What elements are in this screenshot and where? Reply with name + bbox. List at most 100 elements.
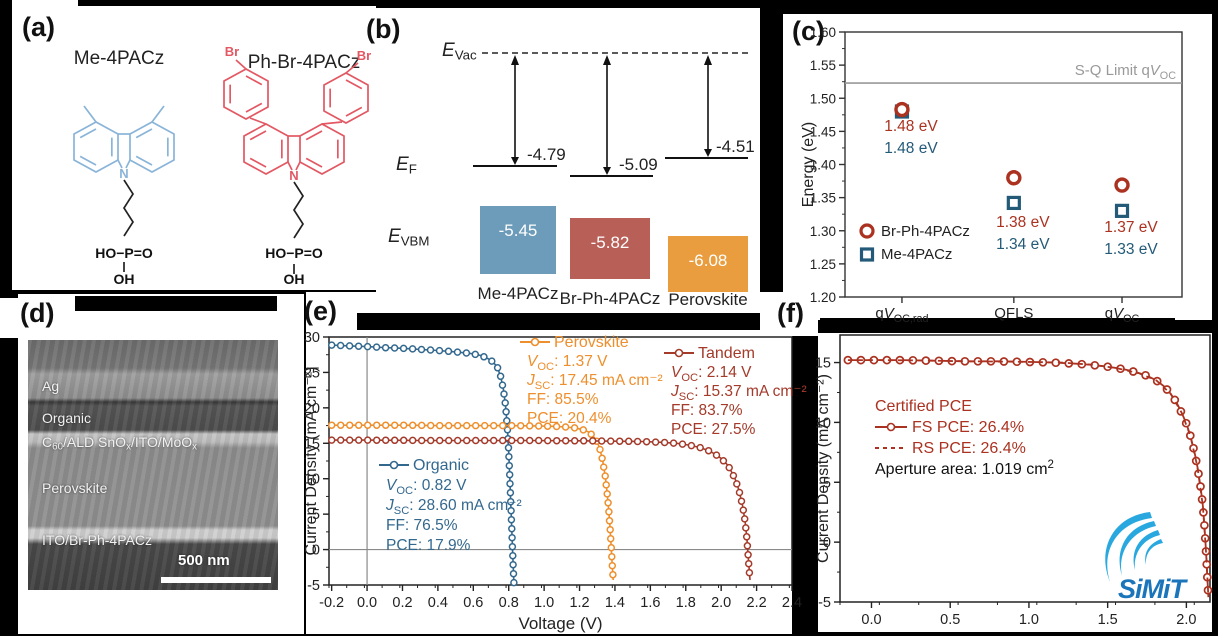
- curve-marker: [399, 344, 408, 353]
- panel-d-left-notch: [0, 298, 18, 338]
- curve-marker: [502, 408, 510, 416]
- y-tick-label: 15: [815, 356, 831, 372]
- aromatic-bond: [345, 106, 363, 117]
- curve-marker: [480, 353, 488, 361]
- mol1-oh: OH: [114, 271, 135, 287]
- x-category-label: qVOC: [1105, 305, 1140, 325]
- arrowhead-down: [511, 157, 519, 165]
- value-annotation: 1.48 eV: [884, 140, 938, 157]
- curve-marker: [444, 421, 453, 430]
- curve-marker: [506, 479, 514, 488]
- divider-bar-f: [820, 318, 1175, 333]
- ef-label: EF: [396, 154, 417, 177]
- ef-value: -4.79: [527, 145, 566, 164]
- arrowhead-up: [603, 55, 611, 65]
- curve-marker: [496, 372, 505, 381]
- mol2-oh: OH: [284, 271, 305, 287]
- curve-marker: [543, 436, 552, 445]
- y-tick-label: 1.25: [810, 257, 836, 272]
- y-tick-label: 5: [823, 475, 831, 491]
- methyl-bond: [151, 105, 165, 123]
- curve-marker: [642, 437, 651, 446]
- curve-marker: [742, 533, 751, 541]
- f-legend: Certified PCE FS PCE: 26.4% RS PCE: 26.4% A…: [875, 398, 1054, 478]
- sem-cross-section-image: Ag Organic C60/ALD SnOx/ITO/MoOx Perovskite…: [28, 340, 278, 590]
- curve-marker: [605, 508, 613, 516]
- mol1-title: Me-4PACz: [73, 48, 165, 69]
- curve-marker: [507, 421, 516, 430]
- jv-chart-single-junction: -0.2 0.0 0.2 0.4 0.6 0.8 1.0 1.2 1.4 1.6 1.8 2.0 2.2…: [303, 330, 807, 633]
- sem-layer-label: Ag: [42, 378, 60, 394]
- curve-marker: [327, 341, 336, 349]
- value-annotation: 1.33 eV: [1104, 241, 1158, 258]
- curve-marker: [606, 525, 614, 534]
- curve-marker: [345, 342, 354, 350]
- curve-marker: [426, 436, 435, 445]
- curve-marker: [345, 421, 354, 429]
- pyrrole-bond: [295, 161, 301, 171]
- y-tick-label: 1.20: [810, 290, 836, 305]
- ef-value: -4.51: [716, 137, 755, 156]
- curve-marker: [345, 436, 354, 444]
- c-y-ticks: 1.20 1.25 1.30 1.35 1.40 1.45 1.50 1.55 1.60: [810, 25, 845, 305]
- y-tick-label: 15: [304, 436, 320, 452]
- sem-scale-bar: [161, 577, 271, 583]
- legend-title: Organic: [413, 457, 469, 474]
- curve-marker: [744, 551, 752, 559]
- curve-marker: [660, 438, 669, 447]
- aromatic-bond: [79, 128, 97, 139]
- y-ticks: -5 0 5 10 15: [815, 356, 840, 611]
- curve-marker: [453, 421, 462, 430]
- curve-marker: [390, 344, 399, 352]
- curve-marker: [417, 345, 426, 354]
- x-tick-label: 1.0: [1019, 612, 1039, 628]
- legend-info-line: FF: 76.5%: [386, 517, 458, 534]
- legend-square-marker: [859, 247, 875, 262]
- panel-label-c: (c): [792, 16, 825, 46]
- legend-info-line: FF: 83.7%: [671, 402, 743, 419]
- curve-marker: [696, 443, 704, 452]
- curve-marker: [740, 515, 749, 523]
- x-tick-label: 2.0: [1176, 612, 1196, 628]
- mol1-phosphonic: HO−P=O: [95, 245, 153, 261]
- curve-marker: [503, 417, 511, 425]
- panel-a: [12, 6, 376, 290]
- curve-marker: [435, 421, 444, 430]
- value-annotation: 1.38 eV: [996, 214, 1050, 231]
- curve-marker: [498, 421, 507, 430]
- legend-circle-marker: [886, 422, 896, 432]
- curve-marker: [444, 347, 453, 356]
- c-series-Br-Ph-4PACz: [894, 101, 1130, 193]
- curve-marker: [606, 534, 615, 543]
- ring-link-bond: [249, 117, 267, 125]
- curve-marker: [363, 421, 372, 429]
- x-ticks: -0.2 0.0 0.2 0.4 0.6 0.8 1.0 1.2 1.4 1.6 1.8 2.0 2.2…: [319, 585, 802, 611]
- curve-marker: [609, 570, 617, 579]
- data-point-circle: [894, 101, 910, 118]
- legend-item-text: FS PCE: 26.4%: [912, 419, 1024, 436]
- curve-marker: [462, 436, 471, 445]
- y-tick-label: 30: [304, 330, 320, 346]
- material-label: Perovskite: [668, 290, 748, 309]
- sem-scale-text: 500 nm: [178, 552, 230, 569]
- y-tick-label: 1.55: [810, 58, 836, 73]
- curve-marker: [488, 357, 496, 365]
- legend-circle-marker: [389, 460, 399, 470]
- material-label: Me-4PACz: [477, 284, 559, 303]
- mol2-br-left: Br: [225, 44, 239, 59]
- x-tick-label: 1.0: [534, 595, 554, 611]
- curve-marker: [506, 488, 515, 497]
- curve-marker: [327, 436, 336, 444]
- pyrrole-bond: [117, 159, 123, 169]
- legend-info-line: PCE: 17.9%: [386, 537, 471, 554]
- rich-text: Current Density (mA cm⁻²): [303, 367, 320, 556]
- data-point-circle: [1114, 177, 1130, 193]
- x-tick-label: 0.5: [940, 612, 960, 628]
- evbm-box-Br-Ph-4PACz: -5.82: [570, 218, 650, 279]
- curve-marker: [504, 444, 513, 452]
- evbm-box-Me-4PACz: -5.45: [480, 206, 556, 274]
- sem-layer-label: ITO/Br-Ph-4PACz: [42, 532, 152, 548]
- simit-swoosh-core: [1145, 539, 1163, 565]
- br-bond: [235, 59, 247, 70]
